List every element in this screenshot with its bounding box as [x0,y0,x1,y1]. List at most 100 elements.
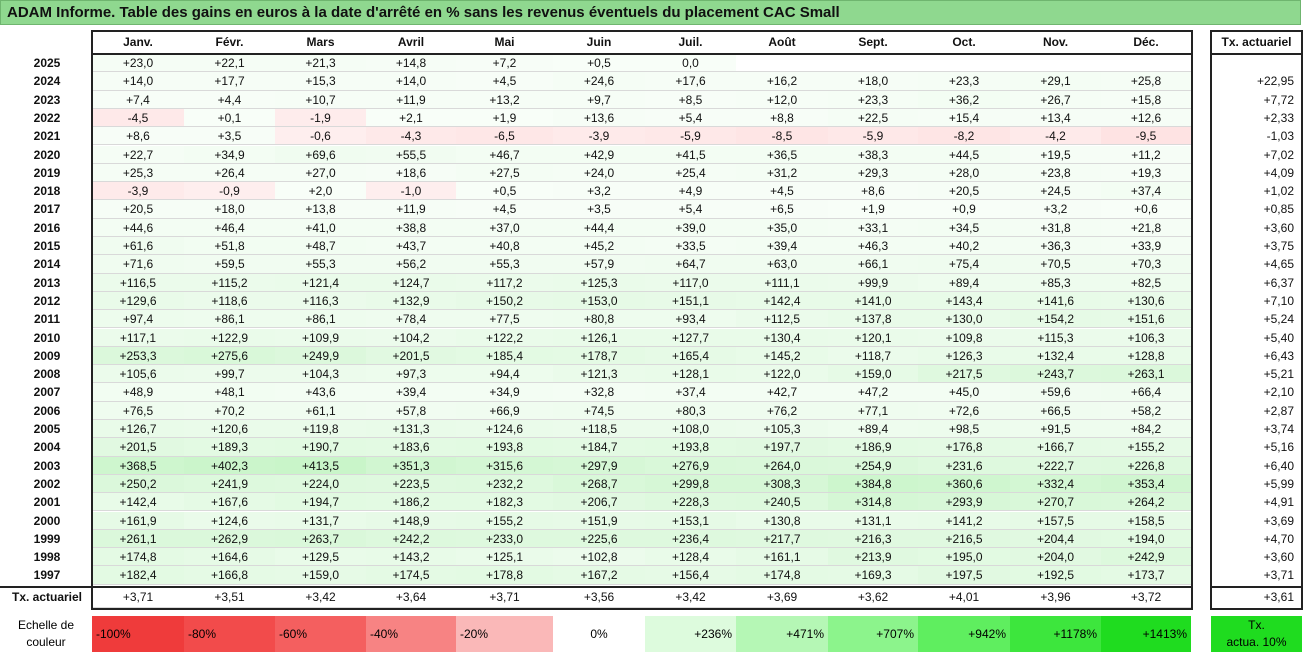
table-cell: +3,5 [553,200,645,219]
table-cell: +86,1 [275,310,366,329]
table-cell: +106,3 [1101,328,1191,347]
table-cell: +34,9 [456,383,553,402]
table-cell: +26,7 [1010,90,1101,109]
table-cell: +97,4 [92,310,184,329]
table-cell: +55,3 [456,255,553,274]
table-cell: +213,9 [828,548,918,567]
table-cell: +38,8 [366,218,456,237]
tx-actuariel-cell: +4,70 [1263,531,1294,546]
table-cell: +0,1 [184,108,275,128]
table-cell: +10,7 [275,90,366,109]
table-cell: +299,8 [645,474,736,494]
table-cell: +3,5 [184,127,275,146]
table-cell: -4,2 [1010,127,1101,146]
table-cell: +201,5 [366,346,456,366]
table-cell: +351,3 [366,456,456,475]
color-scale-swatch: +707% [828,616,918,652]
table-cell: +402,3 [184,456,275,475]
table-cell: +184,7 [553,438,645,457]
year-label: 2014 [33,257,61,272]
table-cell: +233,0 [456,529,553,549]
table-cell: +115,2 [184,273,275,292]
table-cell: +193,8 [645,438,736,457]
table-cell: +48,7 [275,237,366,256]
table-cell: +94,4 [456,365,553,384]
table-cell: +124,7 [366,273,456,292]
footer-tx-cell: +3,56 [553,588,645,608]
table-cell: +84,2 [1101,420,1191,439]
table-cell: +217,7 [736,529,828,549]
table-cell: +249,9 [275,346,366,366]
table-cell: +5,4 [645,200,736,219]
table-cell: +99,7 [184,365,275,384]
table-cell: +315,6 [456,456,553,475]
table-cell: -5,9 [645,127,736,146]
table-cell: +297,9 [553,456,645,475]
table-cell: +28,0 [918,163,1010,183]
table-cell: +167,6 [184,493,275,512]
month-header: Avril [397,35,425,49]
tx-actuariel-cell: +5,16 [1263,440,1294,455]
year-label: 1997 [33,568,61,583]
table-cell: +125,3 [553,273,645,292]
year-label: 2013 [33,275,61,290]
table-cell: +141,0 [828,291,918,311]
tx-actuariel-header: Tx. actuariel [1221,35,1292,49]
table-cell: +154,2 [1010,310,1101,329]
table-cell: +61,1 [275,401,366,420]
table-cell: +121,4 [275,273,366,292]
table-cell: +117,0 [645,273,736,292]
table-cell: +70,5 [1010,255,1101,274]
table-cell: +24,5 [1010,182,1101,201]
table-cell: +15,3 [275,72,366,91]
table-cell: +78,4 [366,310,456,329]
table-cell: +4,5 [456,72,553,91]
table-cell: +39,4 [366,383,456,402]
table-cell: +128,4 [645,548,736,567]
footer-tx-cell: +4,01 [918,588,1010,608]
tx-actuariel-cell: +3,60 [1263,550,1294,565]
table-cell: +25,8 [1101,72,1191,91]
table-cell: +109,8 [918,328,1010,347]
year-label: 2019 [33,165,61,180]
table-cell: +11,9 [366,90,456,109]
table-cell: +64,7 [645,255,736,274]
table-cell: +332,4 [1010,474,1101,494]
table-cell: +8,6 [92,127,184,146]
table-cell: +368,5 [92,456,184,475]
table-cell: +121,3 [553,365,645,384]
table-cell: +105,3 [736,420,828,439]
table-cell: +91,5 [1010,420,1101,439]
color-scale-swatch: -40% [366,616,456,652]
table-cell: +56,2 [366,255,456,274]
table-cell: +40,8 [456,237,553,256]
table-cell: +21,3 [275,54,366,73]
table-cell: +20,5 [918,182,1010,201]
table-cell: +4,9 [645,182,736,201]
tx-actuariel-cell: +22,95 [1256,74,1294,89]
tx-actuariel-cell: +2,87 [1263,403,1294,418]
tx-actuariel-cell: +6,37 [1263,275,1294,290]
month-header: Mai [494,35,515,49]
table-cell: +353,4 [1101,474,1191,494]
color-scale-swatch: -80% [184,616,275,652]
table-cell: +89,4 [918,273,1010,292]
table-cell: +173,7 [1101,566,1191,585]
table-cell: +194,0 [1101,529,1191,549]
tx-actuariel-cell: +5,99 [1263,476,1294,491]
table-cell: +118,7 [828,346,918,366]
table-cell: +80,8 [553,310,645,329]
table-cell: +35,0 [736,218,828,237]
table-cell: +169,3 [828,566,918,585]
table-cell: +97,3 [366,365,456,384]
table-cell: -5,9 [828,127,918,146]
year-label: 2006 [33,403,61,418]
table-cell: +217,5 [918,365,1010,384]
year-label: 2017 [33,202,61,217]
table-cell: +48,1 [184,383,275,402]
table-cell: +18,0 [828,72,918,91]
table-cell: +143,2 [366,548,456,567]
table-cell: +178,7 [553,346,645,366]
tx-actuariel-cell: +2,10 [1263,385,1294,400]
table-cell: +216,3 [828,529,918,549]
